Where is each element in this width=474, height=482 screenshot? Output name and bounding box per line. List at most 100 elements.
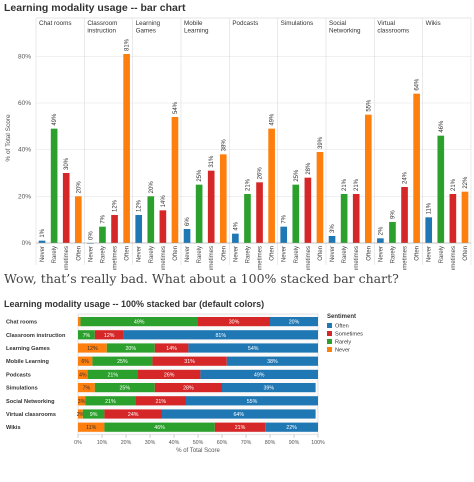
legend-swatch bbox=[327, 331, 332, 336]
category-label: Classroom instruction bbox=[6, 333, 66, 339]
stacked-segment bbox=[87, 369, 138, 379]
bar-data-label: 64% bbox=[415, 78, 421, 91]
panel-header-label: Games bbox=[136, 28, 156, 35]
x-tick-label: Often bbox=[318, 246, 324, 261]
bar-data-label: 39% bbox=[318, 136, 324, 149]
category-label: Learning Games bbox=[6, 346, 50, 352]
x-tick-label: Never bbox=[88, 246, 94, 262]
x-tick-label: Rarely bbox=[439, 246, 445, 263]
bar bbox=[99, 226, 106, 243]
stacked-segment bbox=[152, 356, 227, 366]
x-tick-label: Sometimes bbox=[113, 246, 119, 270]
bar bbox=[38, 240, 46, 243]
segment-label: 20% bbox=[125, 346, 136, 352]
x-tick-label: 10% bbox=[97, 440, 108, 446]
stacked-segment bbox=[78, 409, 83, 419]
y-tick-label: 20% bbox=[18, 193, 31, 200]
stacked-segment bbox=[78, 356, 93, 366]
bar bbox=[292, 184, 300, 243]
bar bbox=[232, 233, 239, 243]
bar-data-label: 20% bbox=[76, 181, 82, 194]
y-tick-label: 0% bbox=[22, 240, 32, 247]
segment-label: 24% bbox=[128, 412, 139, 418]
x-tick-label: Often bbox=[270, 246, 276, 261]
bar-data-label: 21% bbox=[451, 178, 457, 191]
segment-label: 12% bbox=[104, 333, 115, 339]
bar bbox=[195, 184, 203, 243]
y-tick-label: 60% bbox=[18, 100, 31, 107]
bar bbox=[425, 217, 433, 243]
segment-label: 21% bbox=[107, 372, 118, 378]
bar bbox=[340, 194, 348, 243]
bar-data-label: 9% bbox=[390, 210, 396, 219]
prose-text: Wow, that’s really bad. What about a 100… bbox=[4, 271, 399, 286]
stacked-segment bbox=[94, 330, 124, 340]
x-tick-label: Often bbox=[415, 246, 421, 261]
bar-data-label: 38% bbox=[221, 139, 227, 152]
panel-header-label: Learning bbox=[136, 20, 161, 27]
bar-data-label: 49% bbox=[270, 113, 276, 126]
bar bbox=[147, 196, 155, 243]
bar-data-label: 22% bbox=[463, 176, 469, 189]
x-tick-label: Never bbox=[282, 246, 288, 262]
x-tick-label: Often bbox=[125, 246, 131, 261]
x-tick-label: Never bbox=[40, 246, 46, 262]
panel-header-label: Learning bbox=[184, 28, 209, 35]
stacked-segment bbox=[214, 422, 266, 432]
x-tick-label: Rarely bbox=[149, 246, 155, 263]
x-tick-label: Rarely bbox=[342, 246, 348, 263]
panel-header-label: Podcasts bbox=[232, 20, 258, 27]
segment-label: 49% bbox=[134, 320, 145, 326]
x-tick-label: Rarely bbox=[197, 246, 203, 263]
segment-label: 25% bbox=[117, 359, 128, 365]
bar-data-label: 7% bbox=[282, 214, 288, 223]
panel-header-label: Chat rooms bbox=[39, 20, 72, 27]
segment-label: 81% bbox=[215, 333, 226, 339]
bar bbox=[50, 128, 58, 243]
x-tick-label: Often bbox=[463, 246, 469, 261]
panel-header-label: Social bbox=[329, 20, 346, 27]
x-tick-label: Often bbox=[173, 246, 179, 261]
x-axis-label: % of Total Score bbox=[176, 448, 220, 454]
segment-label: 54% bbox=[248, 346, 259, 352]
bar-data-label: 81% bbox=[125, 38, 131, 51]
stacked-segment bbox=[94, 383, 155, 393]
x-tick-label: Rarely bbox=[100, 246, 106, 263]
chart2-title: Learning modality usage -- 100% stacked … bbox=[4, 299, 265, 309]
legend-label: Rarely bbox=[335, 340, 351, 346]
x-tick-label: Never bbox=[330, 246, 336, 262]
x-tick-label: Rarely bbox=[52, 246, 58, 263]
x-tick-label: Rarely bbox=[390, 246, 396, 263]
x-tick-label: Sometimes bbox=[354, 246, 360, 270]
y-tick-label: 80% bbox=[18, 53, 31, 60]
y-axis-label: % of Total Score bbox=[5, 114, 12, 162]
bar bbox=[316, 152, 324, 243]
bar-data-label: 6% bbox=[185, 217, 191, 226]
stacked-segment bbox=[80, 317, 198, 327]
stacked-segment bbox=[270, 317, 318, 327]
x-tick-label: Often bbox=[221, 246, 227, 261]
segment-label: 46% bbox=[154, 425, 165, 431]
category-label: Virtual classrooms bbox=[6, 412, 56, 418]
stacked-segment bbox=[226, 356, 318, 366]
stacked-segment bbox=[162, 409, 316, 419]
legend-swatch bbox=[327, 347, 332, 352]
bar-data-label: 28% bbox=[306, 162, 312, 175]
segment-label: 4% bbox=[79, 372, 87, 378]
bar bbox=[135, 215, 143, 243]
legend-swatch bbox=[327, 339, 332, 344]
panel-header-label: Wikis bbox=[426, 20, 441, 27]
bar bbox=[74, 196, 82, 243]
x-tick-label: Often bbox=[76, 246, 82, 261]
bar-data-label: 25% bbox=[294, 169, 300, 182]
bar bbox=[159, 210, 167, 243]
x-tick-label: 70% bbox=[241, 440, 252, 446]
segment-label: 21% bbox=[155, 399, 166, 405]
bar-data-label: 25% bbox=[197, 169, 203, 182]
segment-label: 21% bbox=[105, 399, 116, 405]
bar bbox=[437, 135, 445, 243]
bar-data-label: 21% bbox=[245, 178, 251, 191]
x-tick-label: Never bbox=[427, 246, 433, 262]
segment-label: 2% bbox=[77, 412, 85, 418]
